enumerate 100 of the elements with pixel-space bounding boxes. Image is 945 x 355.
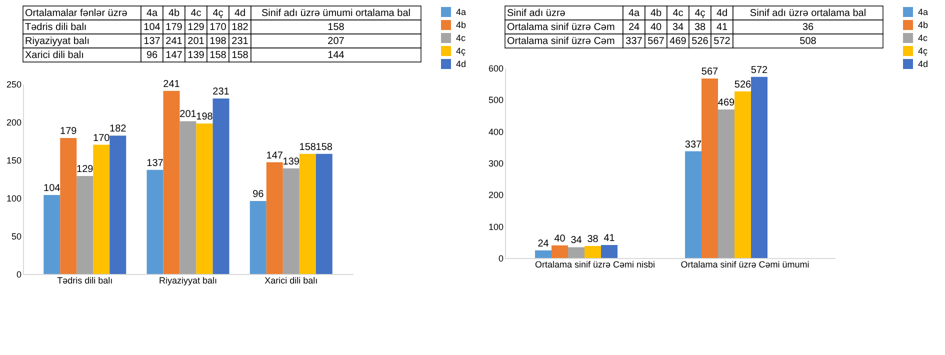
bar bbox=[282, 168, 300, 274]
legend-label: 4ç bbox=[456, 46, 466, 56]
data-label: 34 bbox=[570, 235, 582, 246]
data-label: 96 bbox=[252, 189, 264, 200]
y-tick-label: 0 bbox=[16, 270, 22, 280]
bar bbox=[718, 109, 734, 258]
text: 144 bbox=[328, 50, 345, 61]
data-label: 104 bbox=[44, 182, 61, 194]
legend-label: 4c bbox=[918, 33, 928, 43]
text: 337 bbox=[626, 36, 643, 47]
data-label: 24 bbox=[538, 238, 550, 250]
data-label: 170 bbox=[93, 132, 110, 144]
data-label: 337 bbox=[684, 139, 702, 150]
text: Ortalama sinif üzrə Cəm bbox=[507, 36, 615, 47]
legend-label: 4d bbox=[456, 59, 466, 69]
bar bbox=[316, 154, 332, 274]
x-tick-label: Riyaziyyat balı bbox=[158, 276, 218, 286]
y-tick-label: 50 bbox=[11, 232, 22, 242]
bar bbox=[196, 124, 213, 274]
text: 4a bbox=[146, 8, 158, 19]
data-label: 198 bbox=[196, 112, 214, 123]
text: Ortalama sinif üzrə Cəm bbox=[507, 22, 615, 33]
bar bbox=[163, 90, 180, 274]
y-tick-label: 500 bbox=[488, 95, 504, 106]
data-label: 158 bbox=[299, 142, 316, 153]
data-label: 139 bbox=[282, 156, 300, 168]
y-tick-label: 200 bbox=[488, 190, 504, 200]
data-label: 38 bbox=[587, 234, 599, 245]
text: 158 bbox=[328, 22, 345, 33]
text: 4c bbox=[190, 8, 202, 19]
text: Ortalamalar fənlər üzrə bbox=[25, 8, 128, 19]
data-label: 158 bbox=[316, 142, 333, 153]
bar bbox=[601, 245, 618, 258]
bar bbox=[110, 136, 126, 274]
data-label: 129 bbox=[76, 164, 94, 175]
text: 129 bbox=[188, 22, 205, 33]
y-tick-label: 400 bbox=[488, 126, 504, 137]
text: Sinif adı üzrə ortalama bal bbox=[750, 8, 866, 19]
text: 139 bbox=[188, 50, 205, 61]
text: 567 bbox=[648, 36, 665, 47]
y-tick-label: 300 bbox=[488, 158, 504, 168]
y-tick-label: 150 bbox=[6, 156, 22, 166]
legend-label: 4a bbox=[456, 7, 466, 17]
bar bbox=[751, 76, 768, 258]
text: 207 bbox=[328, 36, 345, 47]
x-tick-label: Ortalama sinif üzrə Cəmi ümumi bbox=[680, 260, 810, 270]
text: 4b bbox=[168, 8, 180, 19]
text: 4ç bbox=[212, 8, 224, 19]
legend-label: 4c bbox=[456, 33, 466, 43]
data-label: 231 bbox=[212, 86, 230, 98]
bar bbox=[250, 201, 266, 274]
text: 96 bbox=[146, 50, 158, 61]
data-label: 147 bbox=[266, 150, 284, 162]
bar bbox=[146, 170, 164, 274]
text: Tədris dili balı bbox=[25, 22, 87, 33]
y-tick-label: 100 bbox=[488, 222, 504, 232]
text: 4d bbox=[234, 8, 246, 19]
text: 526 bbox=[692, 36, 709, 47]
bar bbox=[266, 162, 283, 274]
legend-label: 4a bbox=[918, 7, 928, 17]
y-tick-label: 600 bbox=[488, 64, 504, 74]
text: 36 bbox=[802, 22, 814, 33]
text: 4c bbox=[672, 8, 684, 19]
data-label: 469 bbox=[718, 97, 736, 108]
text: 4ç bbox=[694, 8, 706, 19]
text: 231 bbox=[232, 36, 249, 47]
text: 40 bbox=[650, 22, 662, 33]
y-tick-label: 0 bbox=[498, 254, 504, 264]
bar bbox=[734, 91, 751, 258]
data-label: 41 bbox=[604, 233, 616, 244]
text: Sinif adı üzrə bbox=[507, 8, 566, 19]
legend-label: 4b bbox=[918, 20, 928, 30]
text: 572 bbox=[714, 36, 731, 47]
text: 41 bbox=[716, 22, 728, 33]
bar bbox=[180, 121, 196, 274]
bar bbox=[44, 194, 60, 274]
data-label: 201 bbox=[180, 109, 197, 120]
text: 198 bbox=[210, 36, 227, 47]
text: 137 bbox=[144, 36, 161, 47]
legend-label: 4d bbox=[918, 59, 928, 69]
y-tick-label: 100 bbox=[6, 194, 22, 204]
text: Riyaziyyat balı bbox=[25, 36, 90, 47]
bar bbox=[299, 154, 316, 274]
data-label: 179 bbox=[60, 126, 78, 137]
data-label: 567 bbox=[701, 66, 719, 78]
data-label: 137 bbox=[146, 158, 164, 169]
text: 241 bbox=[166, 36, 183, 47]
bar bbox=[212, 98, 230, 274]
bar bbox=[93, 144, 110, 274]
text: 508 bbox=[800, 36, 817, 47]
x-tick-label: Tədris dili balı bbox=[57, 276, 113, 286]
text: 158 bbox=[210, 50, 227, 61]
text: 182 bbox=[232, 22, 249, 33]
legend-label: 4b bbox=[456, 20, 466, 30]
data-label: 572 bbox=[750, 64, 768, 76]
bar bbox=[552, 245, 568, 258]
data-label: 526 bbox=[734, 79, 752, 90]
text: 179 bbox=[166, 22, 183, 33]
text: 38 bbox=[694, 22, 706, 33]
x-tick-label: Xarici dili balı bbox=[264, 276, 318, 286]
